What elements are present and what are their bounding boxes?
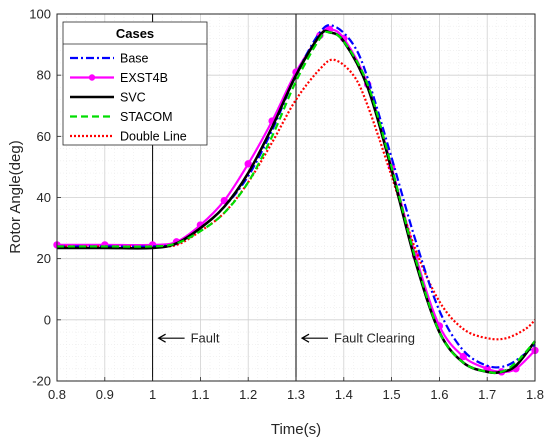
data-point [459,352,467,361]
y-tick-label: 20 [37,251,51,266]
legend-label: Double Line [120,130,187,144]
x-tick-label: 1.4 [335,387,353,402]
x-tick-label: 1 [149,387,156,402]
legend-box [62,21,208,146]
x-axis-label: Time(s) [271,421,321,438]
data-point [244,160,252,168]
y-axis-label: Rotor Angle(deg) [7,140,24,253]
annotations: Fault Fault Clearing [157,331,415,346]
legend-label: STACOM [120,110,173,124]
x-tick-label: 1.6 [430,387,448,402]
y-tick-label: 60 [37,129,51,144]
y-tick-label: 0 [44,312,51,327]
annotation-label: Fault [191,331,220,346]
series-line-stacom [57,30,536,375]
legend-label: EXST4B [120,71,168,85]
x-tick-label: 1.3 [287,387,305,402]
x-tick-label: 1.8 [526,387,544,402]
legend-marker [88,74,96,81]
data-point [220,196,229,205]
y-tick-label: 100 [29,7,51,22]
x-tick-label: 0.8 [48,387,66,402]
y-tick-label: 80 [37,68,51,83]
annotation-label: Fault Clearing [334,331,415,346]
annotation-arrow [300,333,328,343]
x-tick-label: 1.7 [478,387,496,402]
y-tick-label: -20 [32,374,51,389]
series-lines [53,24,539,376]
x-tick-label: 1.1 [191,387,209,402]
x-tick-labels: 0.8 0.9 1 1.1 1.2 1.3 1.4 1.5 1.6 1.7 1.8 [48,377,544,402]
y-tick-labels: -20 0 20 40 60 80 100 [29,7,61,389]
legend-label: Base [120,52,149,66]
legend-title: Cases [116,26,154,41]
x-tick-label: 1.5 [383,387,401,402]
x-tick-label: 1.2 [239,387,257,402]
legend-items: Base EXST4B SVC STACOM Double Line [70,52,187,144]
legend-label: SVC [120,91,146,105]
legend: Cases Base EXST4B SVC STACOM Double Line [62,21,208,146]
x-tick-label: 0.9 [96,387,114,402]
annotation-arrow [157,333,185,343]
y-tick-label: 40 [37,190,51,205]
